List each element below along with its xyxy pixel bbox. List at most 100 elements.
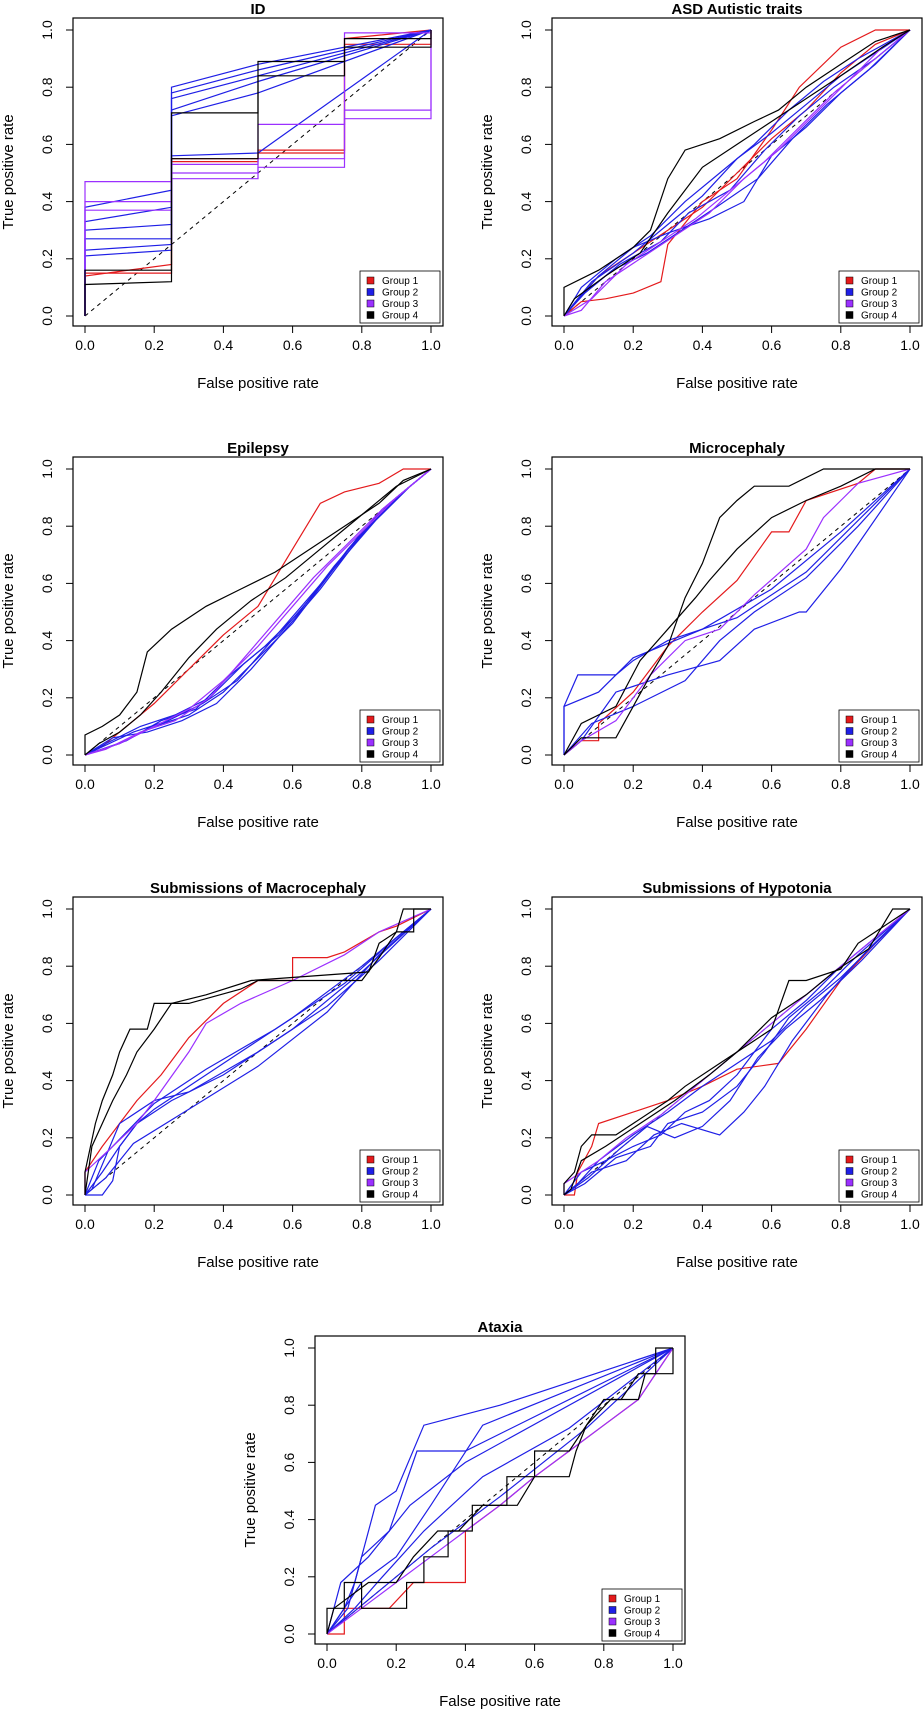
- x-axis-label: False positive rate: [197, 814, 319, 831]
- legend-label: Group 3: [861, 1178, 898, 1189]
- legend-label: Group 4: [382, 311, 419, 322]
- plot-frame: [551, 896, 923, 1206]
- roc-curve-group-4-2: [326, 1348, 674, 1635]
- chart-title: Submissions of Macrocephaly: [150, 880, 367, 897]
- x-tick-label: 0.2: [144, 776, 164, 792]
- chart-title: Epilepsy: [227, 440, 289, 457]
- x-axis-label: False positive rate: [197, 1254, 319, 1271]
- legend-swatch: [845, 715, 854, 724]
- roc-curve-group-2-2: [563, 468, 911, 755]
- roc-curve-group-2-4: [563, 468, 911, 756]
- y-tick-label: 0.0: [281, 1624, 297, 1644]
- chart-title: ASD Autistic traits: [671, 1, 802, 18]
- x-tick-label: 0.4: [214, 776, 234, 792]
- y-axis-label: True positive rate: [479, 553, 496, 668]
- y-tick-label: 0.4: [518, 1071, 534, 1091]
- roc-curve-group-3-2: [84, 468, 432, 756]
- roc-panel-2: ASD Autistic traits 0.0 0.0 0.2 0.2 0.4 0.4 0.6…: [479, 1, 923, 392]
- x-tick-label: 0.8: [352, 1216, 372, 1232]
- y-tick-label: 0.6: [39, 573, 55, 593]
- y-tick-label: 0.8: [39, 77, 55, 97]
- roc-curve-group-3-1: [84, 908, 432, 1195]
- plot-frame: [72, 17, 444, 327]
- chart-title: Submissions of Hypotonia: [642, 880, 832, 897]
- x-tick-label: 0.4: [693, 776, 713, 792]
- legend-swatch: [366, 276, 375, 285]
- y-tick-label: 0.0: [518, 306, 534, 326]
- x-tick-label: 0.0: [554, 776, 574, 792]
- x-tick-label: 0.4: [456, 1655, 476, 1671]
- legend-swatch: [845, 288, 854, 296]
- legend-label: Group 1: [382, 715, 419, 726]
- y-tick-label: 1.0: [39, 459, 55, 479]
- y-tick-label: 1.0: [281, 1338, 297, 1358]
- roc-curve-group-2-1: [563, 29, 911, 317]
- plot-frame: [551, 17, 923, 327]
- legend-swatch: [366, 727, 375, 735]
- roc-curve-group-2-3: [84, 908, 432, 1196]
- roc-curve-group-3-1: [84, 468, 432, 756]
- x-tick-label: 1.0: [421, 1216, 441, 1232]
- legend-label: Group 2: [861, 1167, 898, 1178]
- y-tick-label: 0.0: [39, 306, 55, 326]
- legend-swatch: [845, 1167, 854, 1175]
- legend-label: Group 1: [861, 1155, 898, 1166]
- x-tick-label: 0.0: [317, 1655, 337, 1671]
- legend-swatch: [845, 276, 854, 285]
- roc-curve-group-2-5: [326, 1347, 674, 1635]
- legend-swatch: [366, 1190, 375, 1198]
- x-tick-label: 0.6: [762, 337, 782, 353]
- y-tick-label: 1.0: [518, 899, 534, 919]
- x-tick-label: 1.0: [421, 337, 441, 353]
- x-tick-label: 0.4: [214, 1216, 234, 1232]
- legend-swatch: [608, 1606, 617, 1614]
- roc-curve-group-2-3: [326, 1347, 674, 1635]
- plot-frame: [551, 456, 923, 766]
- y-tick-label: 0.0: [39, 1185, 55, 1205]
- y-axis-label: True positive rate: [0, 993, 17, 1108]
- x-axis-label: False positive rate: [439, 1693, 561, 1710]
- plot-frame: [314, 1335, 686, 1645]
- roc-curve-group-2-1: [326, 1347, 674, 1635]
- legend-swatch: [366, 1167, 375, 1175]
- x-tick-label: 0.4: [693, 337, 713, 353]
- y-tick-label: 1.0: [518, 20, 534, 40]
- y-axis-label: True positive rate: [0, 553, 17, 668]
- legend-swatch: [845, 727, 854, 735]
- y-tick-label: 0.6: [518, 1013, 534, 1033]
- roc-curve-group-2-4: [84, 468, 432, 756]
- y-tick-label: 0.0: [39, 745, 55, 765]
- y-tick-label: 0.6: [518, 134, 534, 154]
- y-tick-label: 0.8: [39, 956, 55, 976]
- legend-label: Group 3: [382, 299, 419, 310]
- y-tick-label: 1.0: [39, 899, 55, 919]
- x-tick-label: 0.0: [75, 337, 95, 353]
- chart-title: Microcephaly: [689, 440, 786, 457]
- y-tick-label: 0.6: [518, 573, 534, 593]
- roc-curve-group-2-2: [563, 908, 911, 1196]
- roc-panel-3: Epilepsy 0.0 0.0 0.2 0.2 0.4 0.4 0.6 0.6 0.8 0.8 1.…: [0, 440, 444, 831]
- x-axis-label: False positive rate: [197, 375, 319, 392]
- y-tick-label: 0.4: [281, 1510, 297, 1530]
- y-tick-label: 0.2: [518, 688, 534, 708]
- roc-curve-group-2-1: [85, 908, 432, 1196]
- x-tick-label: 1.0: [900, 776, 920, 792]
- x-tick-label: 0.2: [386, 1655, 406, 1671]
- roc-curve-group-4-1: [563, 29, 911, 316]
- legend-swatch: [845, 1190, 854, 1198]
- roc-curve-group-2-3: [563, 468, 911, 756]
- legend-swatch: [366, 288, 375, 296]
- roc-curve-group-4-2: [84, 908, 431, 1196]
- y-tick-label: 0.6: [39, 1013, 55, 1033]
- roc-curve-group-3-2: [84, 30, 432, 316]
- roc-curve-group-4-1: [84, 468, 432, 755]
- roc-curve-group-2-5: [84, 468, 432, 756]
- roc-curve-group-4-2: [563, 29, 911, 317]
- x-tick-label: 0.6: [283, 776, 303, 792]
- legend-label: Group 1: [861, 715, 898, 726]
- y-tick-label: 0.4: [518, 631, 534, 651]
